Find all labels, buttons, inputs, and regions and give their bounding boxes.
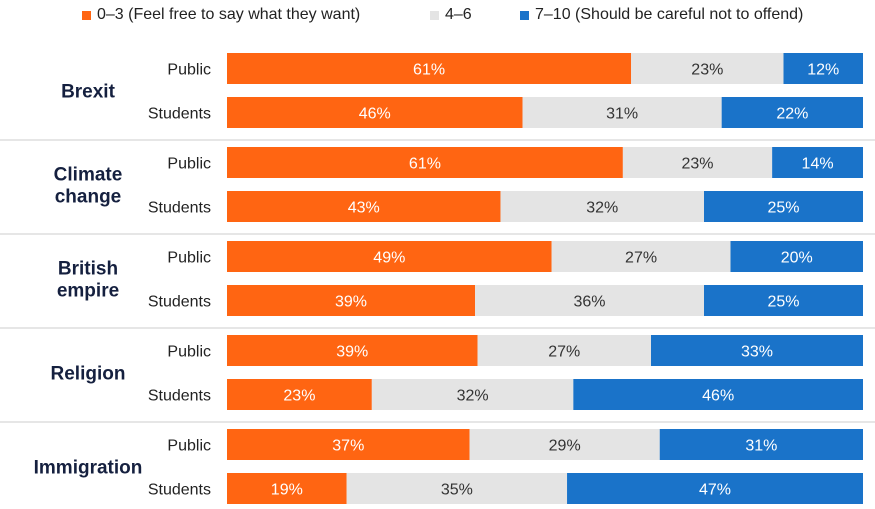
bar-segment-british-empire-students-7-10 [704, 285, 863, 316]
row-label-immigration-students: Students [148, 482, 211, 499]
data-label-religion-students-4-6: 32% [457, 388, 489, 405]
data-label-climate-change-public-7-10: 14% [802, 156, 834, 173]
legend-item-7-10: 7–10 (Should be careful not to offend) [520, 6, 803, 24]
topic-label-religion: Religion [51, 364, 126, 385]
bar-segment-brexit-students-0-3 [227, 97, 523, 128]
bar-segment-religion-students-0-3 [227, 379, 372, 410]
bar-segment-immigration-public-0-3 [227, 429, 470, 460]
bar-segment-immigration-public-4-6 [469, 429, 660, 460]
bar-segment-brexit-students-4-6 [522, 97, 722, 128]
legend-swatch-0-3 [82, 10, 91, 20]
bar-segment-immigration-public-7-10 [659, 429, 863, 460]
data-label-british-empire-students-0-3: 39% [335, 294, 367, 311]
data-label-british-empire-public-7-10: 20% [781, 250, 813, 267]
bar-segment-brexit-public-7-10 [783, 53, 863, 84]
bar-segment-climate-change-students-0-3 [227, 191, 501, 222]
bar-segment-brexit-public-0-3 [227, 53, 632, 84]
data-label-religion-students-7-10: 46% [702, 388, 734, 405]
bar-segment-immigration-students-7-10 [567, 473, 863, 504]
data-label-brexit-students-7-10: 22% [776, 106, 808, 123]
bar-segment-brexit-students-7-10 [721, 97, 863, 128]
row-label-brexit-public: Public [167, 62, 211, 79]
bar-segment-immigration-students-4-6 [346, 473, 568, 504]
data-label-immigration-public-7-10: 31% [745, 438, 777, 455]
topic-label-brexit: Brexit [61, 82, 116, 103]
legend: 0–3 (Feel free to say what they want) 4–… [0, 6, 875, 28]
data-label-climate-change-students-7-10: 25% [767, 200, 799, 217]
legend-swatch-7-10 [520, 10, 529, 20]
data-label-religion-public-4-6: 27% [548, 344, 580, 361]
bar-segment-religion-public-7-10 [651, 335, 863, 366]
bar-segment-religion-public-4-6 [477, 335, 651, 366]
data-label-religion-public-7-10: 33% [741, 344, 773, 361]
row-label-brexit-students: Students [148, 106, 211, 123]
legend-label-7-10: 7–10 (Should be careful not to offend) [535, 6, 804, 23]
bar-segment-british-empire-students-4-6 [475, 285, 704, 316]
data-label-british-empire-students-7-10: 25% [767, 294, 799, 311]
row-label-religion-students: Students [148, 388, 211, 405]
bar-segment-british-empire-public-0-3 [227, 241, 552, 272]
bar-segment-climate-change-students-7-10 [704, 191, 863, 222]
bar-segment-climate-change-public-4-6 [622, 147, 773, 178]
row-label-climate-change-public: Public [167, 156, 211, 173]
data-label-british-empire-students-4-6: 36% [574, 294, 606, 311]
data-label-immigration-students-4-6: 35% [441, 482, 473, 499]
bar-segment-climate-change-students-4-6 [500, 191, 704, 222]
data-label-immigration-public-0-3: 37% [332, 438, 364, 455]
data-label-immigration-students-0-3: 19% [271, 482, 303, 499]
bar-segment-religion-students-7-10 [573, 379, 863, 410]
data-label-brexit-public-7-10: 12% [807, 62, 839, 79]
data-label-religion-public-0-3: 39% [336, 344, 368, 361]
legend-swatch-4-6 [430, 10, 439, 20]
bar-segment-british-empire-students-0-3 [227, 285, 476, 316]
bar-segment-religion-public-0-3 [227, 335, 478, 366]
data-label-brexit-public-0-3: 61% [413, 62, 445, 79]
data-label-british-empire-public-4-6: 27% [625, 250, 657, 267]
legend-item-0-3: 0–3 (Feel free to say what they want) [82, 6, 360, 24]
data-label-brexit-students-4-6: 31% [606, 106, 638, 123]
row-label-religion-public: Public [167, 344, 211, 361]
legend-item-4-6: 4–6 [430, 6, 472, 24]
data-label-brexit-public-4-6: 23% [691, 62, 723, 79]
data-label-climate-change-students-0-3: 43% [348, 200, 380, 217]
data-label-british-empire-public-0-3: 49% [373, 250, 405, 267]
bar-segment-religion-students-4-6 [371, 379, 574, 410]
data-label-climate-change-public-0-3: 61% [409, 156, 441, 173]
data-label-brexit-students-0-3: 46% [359, 106, 391, 123]
bar-segment-british-empire-public-4-6 [551, 241, 731, 272]
data-label-religion-students-0-3: 23% [283, 388, 315, 405]
bar-segment-immigration-students-0-3 [227, 473, 347, 504]
data-label-climate-change-public-4-6: 23% [681, 156, 713, 173]
topic-label-immigration: Immigration [34, 458, 143, 479]
row-label-british-empire-students: Students [148, 294, 211, 311]
topic-label-british-empire: British empire [57, 259, 119, 302]
legend-label-4-6: 4–6 [445, 6, 472, 23]
data-label-climate-change-students-4-6: 32% [586, 200, 618, 217]
data-label-immigration-students-7-10: 47% [699, 482, 731, 499]
bar-segment-climate-change-public-0-3 [227, 147, 623, 178]
bar-segment-brexit-public-4-6 [631, 53, 784, 84]
row-label-british-empire-public: Public [167, 250, 211, 267]
data-label-immigration-public-4-6: 29% [549, 438, 581, 455]
bar-segment-british-empire-public-7-10 [730, 241, 863, 272]
legend-label-0-3: 0–3 (Feel free to say what they want) [97, 6, 361, 23]
bar-segment-climate-change-public-7-10 [772, 147, 863, 178]
row-label-immigration-public: Public [167, 438, 211, 455]
row-label-climate-change-students: Students [148, 200, 211, 217]
topic-label-climate-change: Climate change [54, 165, 123, 208]
